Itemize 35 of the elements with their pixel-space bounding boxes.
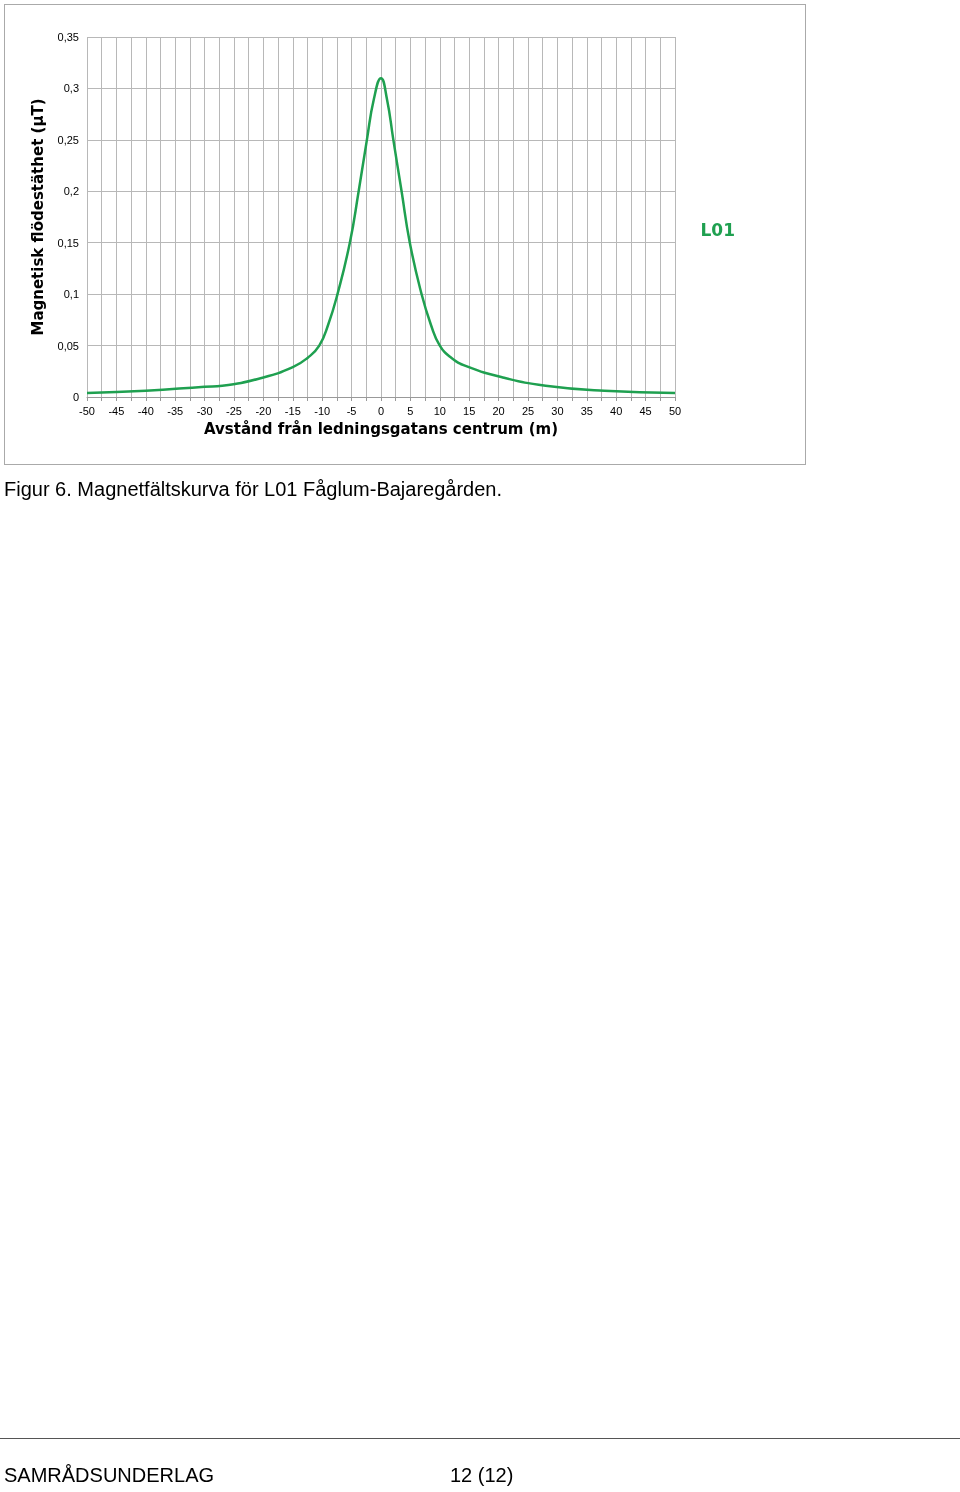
x-tick-label: -5 [346,404,357,417]
text: L01 [700,219,736,240]
text: 12 (12) [450,1464,514,1487]
y-tick-label: 0,1 [63,288,79,301]
x-tick-label: -50 [79,404,95,417]
x-tick-label: 30 [551,404,564,417]
x-tick-label: 10 [433,404,446,417]
text: Figur 6. Magnetfältskurva för L01 Fåglum-Bajaregården. [4,478,503,501]
x-tick-label: -25 [226,404,242,417]
x-tick-label: 25 [521,404,535,417]
y-tick-label: 0,05 [57,339,79,352]
y-tick-label: 0,25 [57,133,79,146]
x-tick-label: 20 [492,404,505,417]
y-tick-label: 0,2 [63,185,79,198]
x-tick-label: 50 [668,404,682,417]
x-tick-label: -40 [137,404,154,417]
x-tick-label: 35 [580,404,593,417]
x-axis-title: Avstånd från ledningsgatans centrum (m) [203,419,559,438]
x-tick-label: 15 [463,404,476,417]
x-tick-label: -35 [167,404,184,417]
x-tick-label: 5 [407,404,414,417]
x-tick-label: -10 [314,404,331,417]
x-tick-label: -20 [255,404,272,417]
y-tick-label: 0,15 [57,236,79,249]
x-tick-label: -30 [196,404,213,417]
x-tick-label: 40 [610,404,623,417]
y-axis-title: Magnetisk flödestäthet (µT) [28,98,47,336]
text: SAMRÅDSUNDERLAG [4,1464,215,1487]
x-tick-label: 45 [639,404,652,417]
x-tick-label: -15 [284,404,301,417]
y-tick-label: 0,35 [57,31,79,43]
y-tick-label: 0 [72,391,79,403]
x-tick-label: 0 [377,404,385,417]
y-tick-label: 0,3 [63,82,79,95]
x-tick-label: -45 [108,404,125,417]
